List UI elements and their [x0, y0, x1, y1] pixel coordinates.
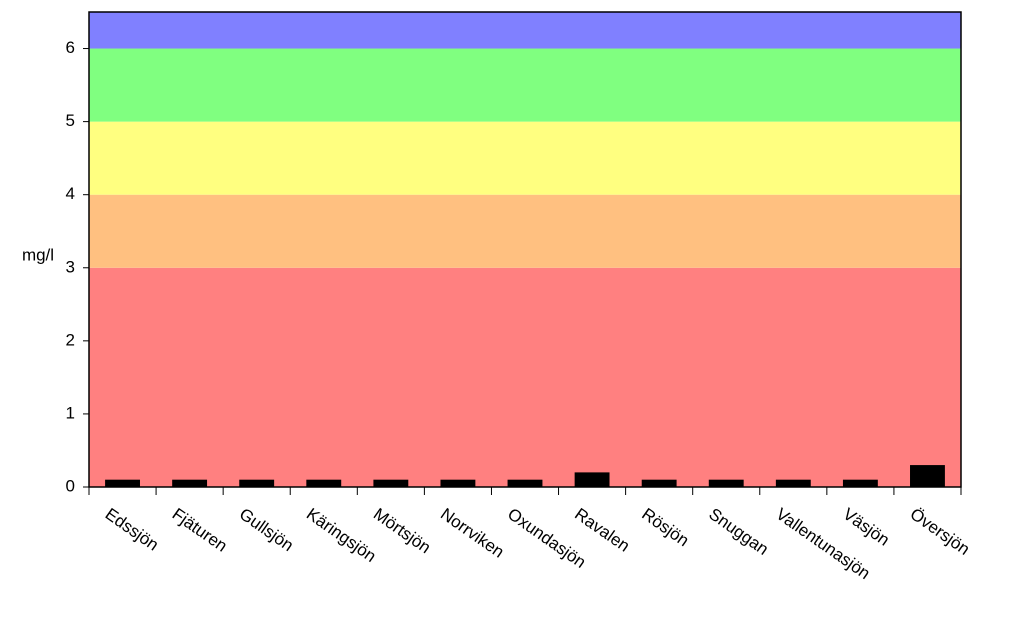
y-tick-label: 5	[66, 111, 75, 130]
bar	[105, 479, 140, 487]
x-tick-label: Norrviken	[437, 504, 507, 561]
bar	[239, 479, 275, 487]
threshold-band	[89, 121, 961, 195]
bar	[574, 472, 610, 487]
y-tick-label: 1	[66, 403, 75, 422]
bar	[910, 465, 945, 487]
y-axis-label: mg/l	[22, 245, 54, 264]
bar	[507, 479, 543, 487]
y-tick-label: 6	[66, 38, 75, 57]
threshold-band	[89, 48, 961, 122]
x-tick-label: Översjön	[907, 504, 974, 559]
threshold-band	[89, 267, 961, 487]
bar	[306, 479, 342, 487]
y-tick-label: 3	[66, 257, 75, 276]
x-tick-label: Edssjön	[102, 504, 162, 554]
x-tick-label: Fjäturen	[169, 504, 231, 555]
x-tick-label: Snuggan	[705, 504, 772, 559]
bar	[373, 479, 409, 487]
x-tick-label: Käringsjön	[303, 504, 380, 566]
y-tick-label: 2	[66, 330, 75, 349]
bar	[842, 479, 878, 487]
x-tick-label: Gullsjön	[236, 504, 297, 555]
y-tick-label: 4	[66, 184, 75, 203]
threshold-band	[89, 194, 961, 268]
x-tick-label: Ravalen	[571, 504, 633, 555]
threshold-band	[89, 12, 961, 49]
bar	[708, 479, 744, 487]
y-tick-label: 0	[66, 476, 75, 495]
bar	[440, 479, 476, 487]
plot-frame	[88, 11, 962, 488]
x-tick-label: Väsjön	[840, 504, 893, 549]
bar	[172, 479, 208, 487]
bar	[775, 479, 811, 487]
x-tick-label: Rösjön	[638, 504, 692, 550]
bar	[641, 479, 677, 487]
